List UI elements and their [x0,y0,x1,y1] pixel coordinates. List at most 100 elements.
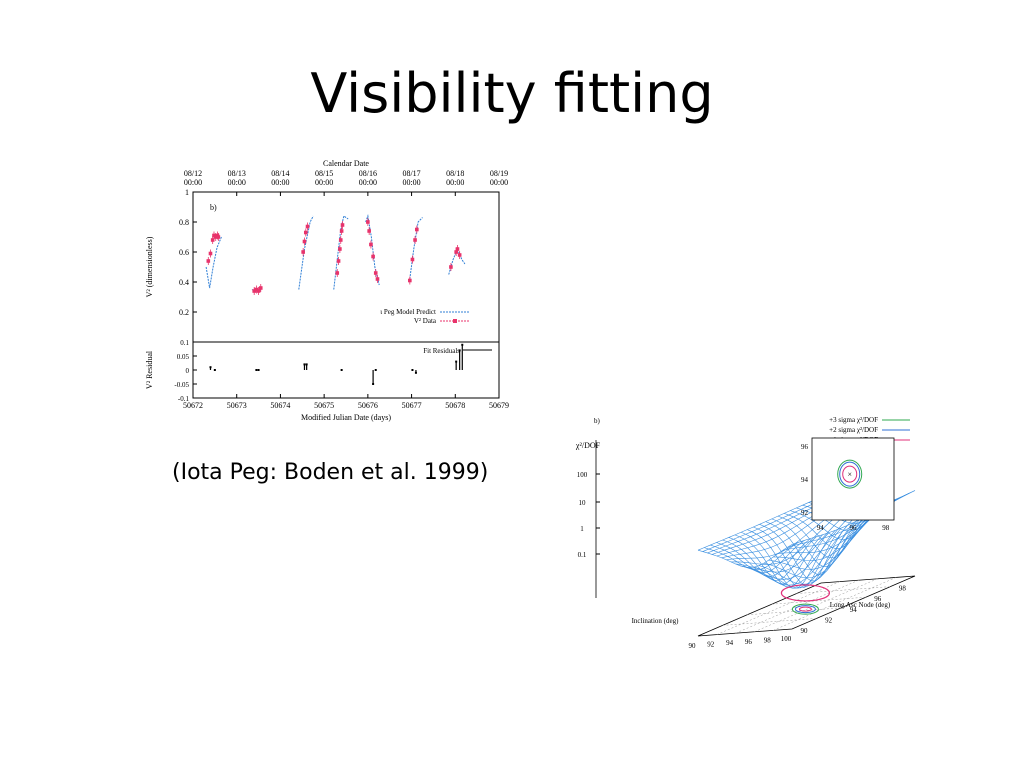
top-tick-time: 00:00 [315,178,333,187]
x-tick-label: 50678 [445,401,465,410]
data-point [252,289,256,293]
inset-frame [811,437,895,521]
x-tick-label: 98 [764,636,772,644]
top-tick-time: 00:00 [228,178,246,187]
residual-point [257,369,260,371]
inset-contour-2sigma [839,461,861,487]
residual-point [213,369,216,371]
model-curve [298,215,314,290]
x-tick-label: 96 [745,638,753,646]
z-tick-label: 1 [580,525,584,533]
y-tick-label: 0.2 [179,308,189,317]
res-y-tick-label: 0.1 [180,339,189,347]
res-y-axis-label: V² Residual [145,350,154,389]
top-tick-date: 08/17 [402,169,420,178]
surface-line [749,505,873,589]
surface-line [765,519,860,575]
x-tick-label: 50672 [183,401,203,410]
floor-plane [697,575,916,637]
legend-model-label: ι Peg Model Predict [380,308,436,316]
data-point [455,247,460,251]
inset-contour-1sigma [842,465,858,483]
data-point [305,224,310,229]
residual-point [305,363,308,366]
top-tick-date: 08/15 [315,169,333,178]
model-curve [333,215,349,290]
x-tick-label: 100 [781,635,792,643]
data-point [415,227,419,232]
data-point [301,250,305,254]
inset-y-tick-label: 94 [801,476,809,484]
data-point [208,251,213,256]
top-tick-date: 08/18 [446,169,464,178]
top-tick-date: 08/13 [228,169,246,178]
y-axis-label: Long Asc Node (deg) [830,601,891,609]
y-tick-label: 96 [874,595,882,603]
data-point [410,257,415,262]
top-tick-time: 00:00 [490,178,508,187]
y-tick-label: 90 [801,627,809,635]
x-tick-label: 50673 [227,401,247,410]
v2-main-plot: Calendar Date08/1200:0008/1300:0008/1400… [145,159,509,422]
x-axis-label: Inclination (deg) [632,617,680,625]
y-tick-label: 0.6 [179,248,189,257]
panel-label: b) [594,417,601,425]
top-tick-date: 08/16 [359,169,377,178]
x-tick-label: 50677 [402,401,422,410]
y-tick-label: 92 [825,616,833,624]
data-point [206,259,211,263]
data-point [254,287,259,292]
residual-point [372,383,375,385]
z-tick-label: 10 [579,499,587,507]
res-y-tick-label: -0.1 [178,395,190,403]
data-point [336,259,341,263]
data-point [340,223,345,227]
inset-x-tick-label: 98 [882,524,890,532]
slide-title: Visibility fitting [310,62,714,125]
contour-3sigma [791,603,819,615]
data-point [338,247,342,251]
residual-point [374,369,377,371]
y-tick-label: 1 [185,188,189,197]
data-point [413,238,417,242]
residual-point [255,369,258,371]
data-point [371,254,375,259]
res-y-tick-label: 0 [186,367,190,375]
surface-line [771,516,867,567]
legend-data-marker [453,319,457,323]
surface-line [777,512,873,559]
data-point [454,250,458,254]
data-point [375,277,380,281]
data-point [256,289,261,293]
chi2-surface-plot: 0.1 1 10 100 χ²/DOF b) 90 92 94 96 98 100 Inclinatio… [575,416,916,650]
data-point [338,238,343,242]
z-axis-label: χ²/DOF [575,441,601,450]
residual-point [455,360,458,363]
contour-1sigma [798,606,812,612]
residual-point [209,366,212,369]
contour-legend-label: +2 sigma χ²/DOF [829,426,878,434]
top-tick-date: 08/12 [184,169,202,178]
res-y-tick-label: 0.05 [177,353,190,361]
legend-data-label: V² Data [414,317,437,325]
residual-point [458,349,461,352]
data-point [367,229,371,233]
chi2-surface-chart: 0.1 1 10 100 χ²/DOF b) 90 92 94 96 98 100 Inclinatio… [575,416,916,650]
inset-y-tick-label: 96 [801,443,809,451]
x-tick-label: 92 [707,641,715,649]
plot-frame [192,191,500,399]
y-tick-label: 94 [850,606,858,614]
data-point [258,286,263,290]
top-tick-time: 00:00 [184,178,202,187]
inset-x-tick-label: 96 [850,524,858,532]
res-legend-label: Fit Residuals [423,347,460,355]
residual-point [414,371,417,374]
data-point [373,271,378,275]
data-point [339,229,344,233]
top-tick-time: 00:00 [271,178,289,187]
top-tick-date: 08/14 [271,169,289,178]
top-tick-time: 00:00 [359,178,377,187]
model-curve [408,217,423,283]
data-point [457,253,462,257]
residual-point [303,363,306,366]
